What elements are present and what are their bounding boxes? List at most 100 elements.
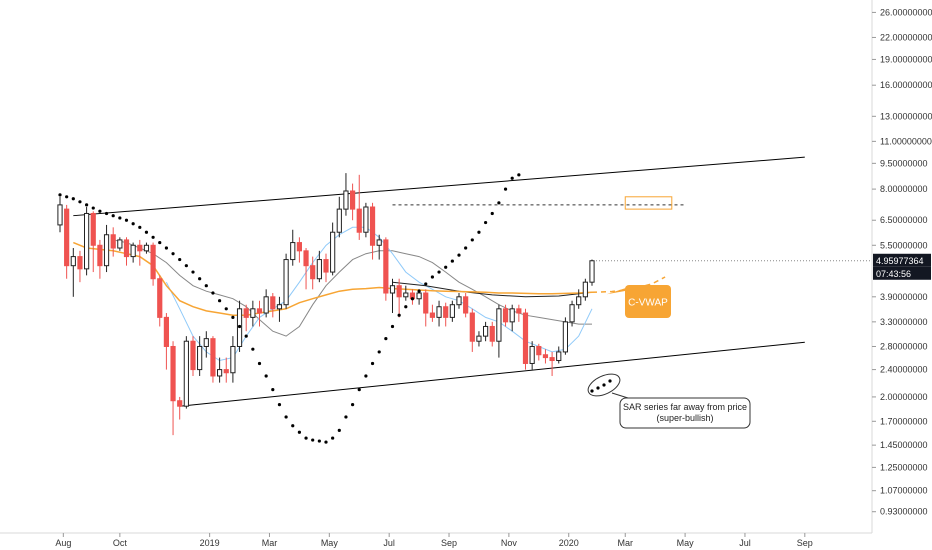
- candle-body: [336, 208, 342, 233]
- candle: [243, 304, 249, 332]
- candle-body: [77, 256, 83, 270]
- candle: [310, 256, 316, 290]
- candle: [137, 239, 143, 266]
- candle: [110, 227, 116, 257]
- candle-body: [223, 369, 229, 374]
- y-tick-label: 2.80000000: [880, 341, 928, 351]
- sar-dot: [311, 438, 315, 442]
- sar-dot: [317, 439, 321, 443]
- candle: [576, 289, 582, 309]
- candle-body: [576, 296, 582, 306]
- candle: [103, 224, 110, 273]
- candle-body: [263, 296, 269, 314]
- y-tick-label: 8.00000000: [880, 184, 928, 194]
- candle: [84, 206, 90, 276]
- candle: [316, 250, 322, 283]
- sar-dot: [331, 436, 335, 440]
- candle-body: [157, 278, 163, 318]
- sar-dot: [503, 187, 508, 191]
- candle-body: [582, 281, 588, 298]
- y-tick-label: 2.40000000: [880, 365, 928, 375]
- sar-dot: [178, 257, 182, 262]
- candle-body: [496, 308, 502, 342]
- candle: [130, 242, 136, 263]
- sar-dot: [404, 305, 408, 309]
- sar-dot: [231, 315, 235, 319]
- channel-lines: [73, 156, 805, 407]
- vwap-label-text: C-VWAP: [628, 298, 668, 309]
- sar-dot: [198, 277, 202, 281]
- y-tick-label: 16.00000000: [880, 80, 932, 90]
- candle: [476, 331, 482, 347]
- y-tick-label: 3.30000000: [880, 317, 928, 327]
- candle: [509, 304, 515, 332]
- anchored-vwap-line: [392, 281, 593, 298]
- sar-dot: [357, 388, 361, 392]
- candle-body: [270, 296, 276, 310]
- y-tick-label: 13.00000000: [880, 111, 932, 121]
- candle-body: [569, 304, 575, 323]
- candle: [123, 237, 130, 266]
- candle: [270, 293, 276, 318]
- y-tick-label: 1.07000000: [880, 486, 928, 496]
- candle: [469, 308, 475, 352]
- sar-dot: [324, 440, 328, 444]
- candle-body: [143, 244, 150, 252]
- candle: [529, 341, 535, 370]
- candle-body: [463, 296, 469, 314]
- sar-dot-projection: [608, 379, 612, 383]
- candle-body: [589, 260, 595, 283]
- candle-body: [303, 250, 309, 267]
- candle-body: [330, 231, 336, 273]
- candle: [549, 351, 555, 376]
- candle-body: [243, 308, 249, 318]
- candle-body: [449, 304, 455, 318]
- candle-body: [310, 265, 316, 280]
- x-tick-label: May: [321, 538, 339, 548]
- candle-body: [396, 285, 402, 298]
- candle-body: [190, 340, 196, 371]
- candle-body: [103, 234, 110, 267]
- candle-body: [536, 345, 542, 356]
- candle: [183, 336, 189, 409]
- candle: [483, 321, 489, 342]
- candle-body: [57, 204, 63, 226]
- candle: [143, 242, 150, 254]
- channel-upper-line: [73, 156, 805, 217]
- x-tick-label: Mar: [262, 538, 278, 548]
- candle: [197, 336, 203, 376]
- candle: [170, 341, 176, 436]
- candle-body: [436, 306, 442, 318]
- candle: [203, 331, 209, 358]
- candle-body: [483, 325, 489, 337]
- candle: [449, 300, 455, 322]
- sar-dot: [164, 246, 168, 250]
- candle-body: [70, 256, 76, 267]
- y-tick-label: 0.93000000: [880, 507, 928, 517]
- y-tick-label: 22.00000000: [880, 32, 932, 42]
- sar-dot: [450, 259, 454, 263]
- y-tick-label: 1.45000000: [880, 440, 928, 450]
- candle-body: [197, 345, 203, 371]
- candle-body: [423, 292, 429, 314]
- candle-body: [476, 335, 482, 342]
- candle: [210, 336, 216, 383]
- candle-body: [217, 369, 223, 377]
- sar-dot: [237, 324, 242, 329]
- sar-dot: [351, 403, 355, 407]
- sar-dot: [490, 211, 494, 216]
- vwap-label-pointer: [606, 285, 635, 295]
- callout-box: [619, 397, 751, 429]
- candle: [283, 253, 289, 309]
- candle: [569, 300, 575, 327]
- candle: [290, 229, 296, 266]
- y-tick-label: 3.90000000: [880, 292, 928, 302]
- x-tick-label: Oct: [113, 538, 128, 548]
- candle: [429, 304, 435, 322]
- sar-dot-projection: [602, 383, 606, 387]
- callout-leader: [611, 392, 629, 399]
- x-tick-label: 2019: [200, 538, 220, 548]
- candle-body: [203, 338, 209, 347]
